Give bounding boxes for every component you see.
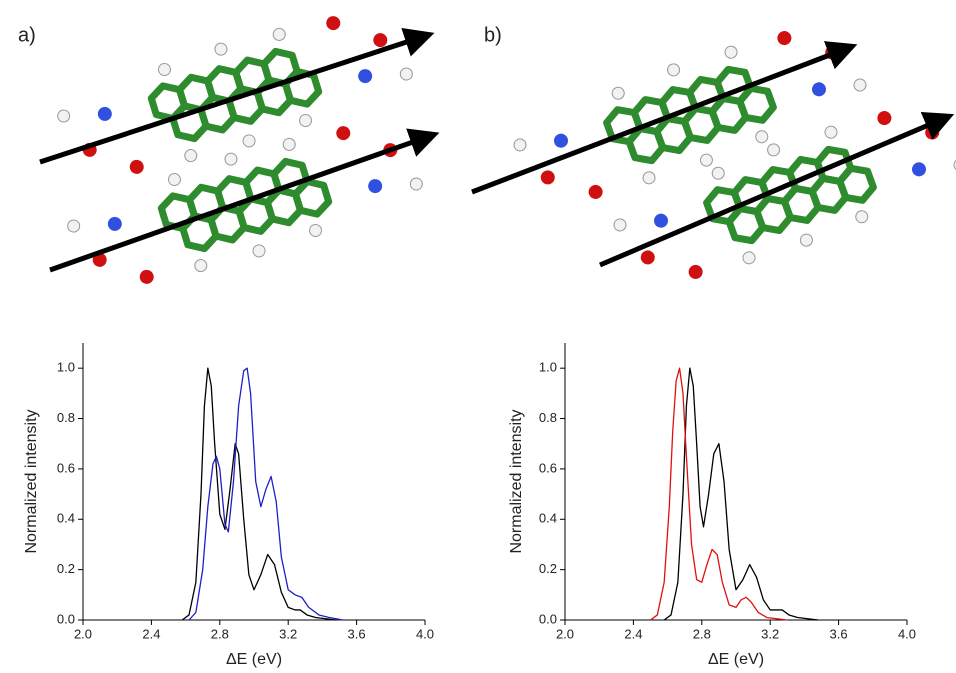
- atom: [553, 133, 568, 148]
- atom: [129, 159, 144, 174]
- atom: [184, 149, 198, 163]
- atom: [299, 113, 313, 127]
- atom: [688, 264, 703, 279]
- molecule: [613, 111, 956, 279]
- molecules: [57, 16, 956, 284]
- atom: [167, 173, 181, 187]
- y-axis-label: Normalized intensity: [23, 409, 40, 553]
- spectrum-line: [650, 367, 788, 621]
- x-tick-label: 4.0: [416, 626, 434, 641]
- atom: [640, 250, 655, 265]
- molecule: [67, 126, 423, 284]
- atom: [824, 125, 838, 139]
- atom: [224, 152, 238, 166]
- atom: [812, 82, 827, 97]
- arrows: [39, 27, 955, 273]
- x-tick-label: 3.2: [279, 626, 297, 641]
- atom: [653, 213, 668, 228]
- y-tick-label: 0.8: [57, 410, 75, 425]
- atom: [282, 137, 296, 151]
- atom: [409, 177, 423, 191]
- atom: [513, 138, 527, 152]
- x-tick-label: 2.8: [693, 626, 711, 641]
- arrow: [599, 112, 955, 268]
- y-tick-label: 0.8: [539, 410, 557, 425]
- atom: [711, 166, 725, 180]
- y-axis-label: Normalized intensity: [508, 409, 525, 553]
- atom: [194, 259, 208, 273]
- atom: [67, 219, 81, 233]
- atom: [252, 244, 266, 258]
- arrow: [39, 27, 435, 165]
- x-tick-label: 3.2: [761, 626, 779, 641]
- arrow: [49, 128, 440, 273]
- spectrum-line: [663, 367, 819, 621]
- atom: [724, 45, 738, 59]
- ring: [291, 178, 333, 218]
- y-tick-label: 0.4: [57, 511, 75, 526]
- x-tick-label: 4.0: [898, 626, 916, 641]
- y-tick-label: 0.2: [539, 561, 557, 576]
- x-tick-label: 3.6: [348, 626, 366, 641]
- atom: [953, 158, 956, 172]
- atom: [777, 31, 792, 46]
- y-tick-label: 0.0: [57, 611, 75, 626]
- atom: [642, 171, 656, 185]
- x-tick-label: 2.4: [624, 626, 642, 641]
- atom: [853, 78, 867, 92]
- atom: [613, 218, 627, 232]
- x-tick-label: 2.8: [211, 626, 229, 641]
- x-axis-label: ΔE (eV): [226, 651, 282, 668]
- atom: [368, 179, 383, 194]
- atom: [373, 33, 388, 48]
- ring: [836, 164, 877, 204]
- atom: [912, 162, 927, 177]
- panel-label: b): [484, 24, 502, 46]
- y-tick-label: 0.2: [57, 561, 75, 576]
- x-tick-label: 2.0: [74, 626, 92, 641]
- atom: [139, 269, 154, 284]
- atom: [336, 126, 351, 141]
- atom: [799, 233, 813, 247]
- y-tick-label: 0.0: [539, 611, 557, 626]
- atom: [97, 106, 112, 121]
- atom: [242, 134, 256, 148]
- y-tick-label: 0.6: [539, 460, 557, 475]
- y-tick-label: 1.0: [539, 360, 557, 375]
- atom: [699, 153, 713, 167]
- atom: [742, 251, 756, 265]
- atom: [107, 216, 122, 231]
- atom: [855, 210, 869, 224]
- atom: [92, 252, 107, 267]
- molecule: [513, 31, 867, 199]
- atom: [57, 109, 71, 123]
- atom: [358, 69, 373, 84]
- atom: [326, 16, 341, 31]
- atom: [755, 130, 769, 144]
- atom: [588, 184, 603, 199]
- y-tick-label: 1.0: [57, 360, 75, 375]
- atom: [214, 42, 228, 56]
- atom: [272, 27, 286, 41]
- arrow: [471, 41, 858, 195]
- y-tick-label: 0.4: [539, 511, 557, 526]
- atom: [667, 63, 681, 77]
- atom: [877, 111, 892, 126]
- spectrum-line: [188, 367, 344, 621]
- x-axis-label: ΔE (eV): [708, 651, 764, 668]
- atom: [611, 86, 625, 100]
- y-tick-label: 0.6: [57, 460, 75, 475]
- x-tick-label: 2.0: [556, 626, 574, 641]
- spectrum-line: [181, 367, 337, 621]
- x-tick-label: 2.4: [142, 626, 160, 641]
- atom: [540, 170, 555, 185]
- atom: [399, 67, 413, 81]
- x-tick-label: 3.6: [830, 626, 848, 641]
- atom: [309, 223, 323, 237]
- atom: [767, 143, 781, 157]
- atom: [157, 63, 171, 77]
- panel-label: a): [18, 24, 36, 46]
- ring: [736, 84, 777, 124]
